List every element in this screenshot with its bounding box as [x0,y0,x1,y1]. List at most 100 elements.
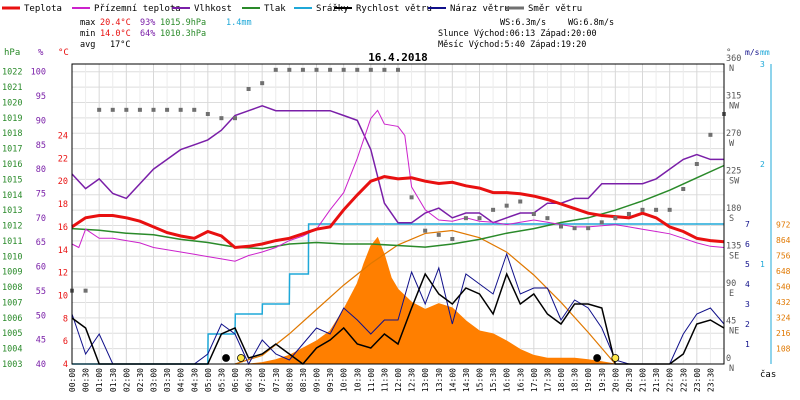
tick-label-dir: 0 [726,354,731,364]
legend: Teplota Přízemní teplota Vlhkost Tlak Sr… [2,4,582,14]
wind-direction-point [233,116,237,121]
tick-label-dir: 135 [726,242,741,252]
tick-label-temp: 16 [58,223,68,233]
wind-direction-point [328,67,333,72]
axis-ticks: 1003100410051006100710081009101010111012… [2,54,791,392]
tick-label-rain: 3 [760,60,765,69]
wind-direction-point [477,216,482,221]
stats-ws: WS:6.3m/s [500,18,546,28]
stats-max-rain: 1.4mm [226,18,252,28]
tick-label-rain: 2 [760,160,765,169]
tick-label-speed: 2 [745,320,750,329]
chart-title: 16.4.2018 [368,51,428,64]
tick-label-time: 08:00 [285,368,294,392]
wind-direction-point [640,207,645,212]
stats-max-label: max [80,18,95,28]
tick-label-time: 06:00 [231,368,240,392]
tick-label-hpa: 1014 [2,191,22,201]
wind-direction-point [124,107,129,112]
legend-label-tlak: Tlak [264,4,286,14]
tick-label-dir-name: SE [729,252,739,262]
legend-label-srazky: Srážky [316,4,349,14]
tick-label-time: 17:00 [530,368,539,392]
tick-label-temp: 12 [58,269,68,279]
tick-label-time: 05:30 [217,368,226,392]
tick-label-time: 14:00 [448,368,457,392]
tick-label-time: 00:30 [82,368,91,392]
tick-label-time: 10:30 [353,368,362,392]
wind-direction-point [626,212,631,216]
tick-label-humidity: 70 [36,214,46,224]
tick-label-time: 11:30 [380,368,389,392]
tick-label-time: 19:00 [584,368,593,392]
tick-label-time: 03:30 [163,368,172,392]
tick-label-temp: 14 [58,246,68,256]
plot-frame [71,63,725,365]
tick-label-time: 13:00 [421,368,430,392]
legend-label-vlhkost: Vlhkost [194,4,232,14]
tick-label-time: 11:00 [367,368,376,392]
axis-headers: hPa % °C ° m/s mm [4,48,770,58]
tick-label-time: 01:30 [109,368,118,392]
tick-label-speed: 3 [745,300,750,309]
tick-label-time: 16:30 [516,368,525,392]
axis-header-temp: °C [58,48,69,58]
series-theoretical-radiation [234,229,616,365]
wind-direction-point [137,107,142,112]
wind-direction-point [504,203,509,208]
marker-moonset [593,354,602,362]
tick-label-hpa: 1009 [2,268,22,278]
tick-label-time: 20:30 [625,368,634,392]
tick-label-humidity: 60 [36,263,46,273]
tick-label-time: 09:30 [326,368,335,392]
legend-label-teplota: Teplota [24,4,62,14]
axis-header-humidity: % [38,48,44,58]
tick-label-humidity: 50 [36,311,46,321]
tick-label-temp: 8 [63,314,68,324]
tick-label-hpa: 1005 [2,329,22,339]
tick-label-dir-name: NW [729,102,740,112]
tick-label-time: 02:30 [136,368,145,392]
tick-label-dir-name: N [729,64,734,74]
tick-label-speed: 5 [745,260,750,269]
tick-label-radiation: 972 [776,221,791,230]
tick-label-temp: 18 [58,200,68,210]
stats-min-press: 1010.3hPa [160,29,206,39]
tick-label-time: 13:30 [435,368,444,392]
marker-sunset [611,354,620,362]
tick-label-temp: 10 [58,291,68,301]
wind-direction-point [708,132,713,137]
stats-max-press: 1015.9hPa [160,18,206,28]
tick-label-hpa: 1011 [2,237,22,247]
tick-label-dir-name: E [729,289,734,299]
tick-label-time: 03:00 [150,368,159,392]
tick-label-humidity: 45 [36,336,46,346]
stats-min-hum: 64% [140,29,155,39]
wind-direction-point [314,67,319,72]
tick-label-hpa: 1020 [2,98,22,108]
tick-label-time: 12:30 [408,368,417,392]
wind-direction-point [165,107,170,112]
tick-label-time: 09:00 [313,368,322,392]
tick-label-time: 14:30 [462,368,471,392]
tick-label-hpa: 1006 [2,314,22,324]
wind-direction-point [178,107,183,112]
tick-label-radiation: 432 [776,298,791,307]
tick-label-humidity: 90 [36,116,46,126]
tick-label-hpa: 1016 [2,160,22,170]
wind-direction-point [368,67,373,72]
axis-header-speed: m/s [745,48,760,57]
tick-label-time: 21:00 [639,368,648,392]
tick-label-humidity: 55 [36,287,46,297]
tick-label-time: 16:00 [503,368,512,392]
tick-label-hpa: 1003 [2,360,22,370]
stats-moon: Měsíc Východ:5:40 Západ:19:20 [438,40,586,50]
axis-header-rain: mm [760,48,770,57]
tick-label-hpa: 1013 [2,206,22,216]
tick-label-radiation: 108 [776,345,791,354]
tick-label-dir: 360 [726,54,741,64]
tick-label-rain: 1 [760,260,765,269]
tick-label-dir: 90 [726,279,736,289]
tick-label-dir: 45 [726,317,736,327]
